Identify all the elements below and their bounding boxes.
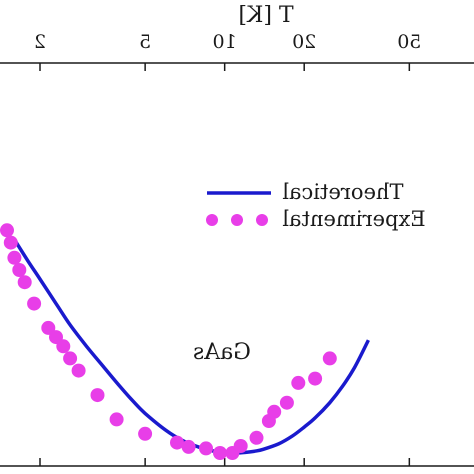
data-point-experimental — [213, 446, 227, 460]
x-axis-ticks — [39, 63, 411, 466]
data-point-experimental — [90, 388, 105, 403]
x-axis-tick-labels: 2 5 10 20 50 — [34, 31, 421, 53]
plot-area: 2 5 10 20 50 T [K] — [0, 3, 474, 467]
data-point-experimental — [249, 430, 264, 445]
data-point-experimental — [12, 263, 27, 277]
data-point-experimental — [308, 371, 323, 386]
data-point-experimental — [71, 363, 86, 378]
data-point-experimental — [0, 223, 14, 238]
legend-label-theoretical: Theoretical — [282, 180, 404, 204]
data-point-experimental — [322, 351, 337, 366]
legend-swatch-experimental — [206, 214, 268, 226]
data-point-experimental — [41, 320, 56, 335]
data-point-experimental — [233, 439, 248, 453]
data-point-experimental — [181, 439, 196, 454]
legend: Theoretical Experimental — [206, 180, 426, 231]
data-point-experimental — [199, 441, 213, 456]
data-point-experimental — [3, 235, 18, 250]
series-markers-experimental — [0, 223, 337, 460]
material-annotation: GaAs — [193, 340, 251, 365]
x-tick-label: 20 — [292, 31, 316, 53]
x-tick-label: 2 — [34, 31, 46, 53]
x-tick-label: 5 — [139, 31, 151, 53]
legend-label-experimental: Experimental — [282, 207, 426, 231]
data-point-experimental — [63, 351, 78, 366]
data-point-experimental — [138, 426, 153, 441]
data-point-experimental — [109, 412, 124, 427]
x-axis-label: T [K] — [238, 3, 293, 28]
x-tick-label: 50 — [397, 31, 421, 53]
data-point-experimental — [7, 250, 22, 265]
series-line-theoretical — [12, 238, 370, 455]
data-point-experimental — [279, 395, 294, 410]
data-point-experimental — [56, 339, 71, 354]
data-point-experimental — [291, 375, 306, 390]
legend-marker-experimental — [206, 214, 218, 226]
data-point-experimental — [170, 435, 184, 450]
legend-marker-experimental — [256, 214, 268, 226]
data-point-experimental — [17, 275, 32, 290]
data-point-experimental — [27, 296, 42, 311]
data-point-experimental — [267, 404, 282, 419]
x-tick-label: 10 — [213, 31, 237, 53]
legend-marker-experimental — [231, 214, 243, 226]
